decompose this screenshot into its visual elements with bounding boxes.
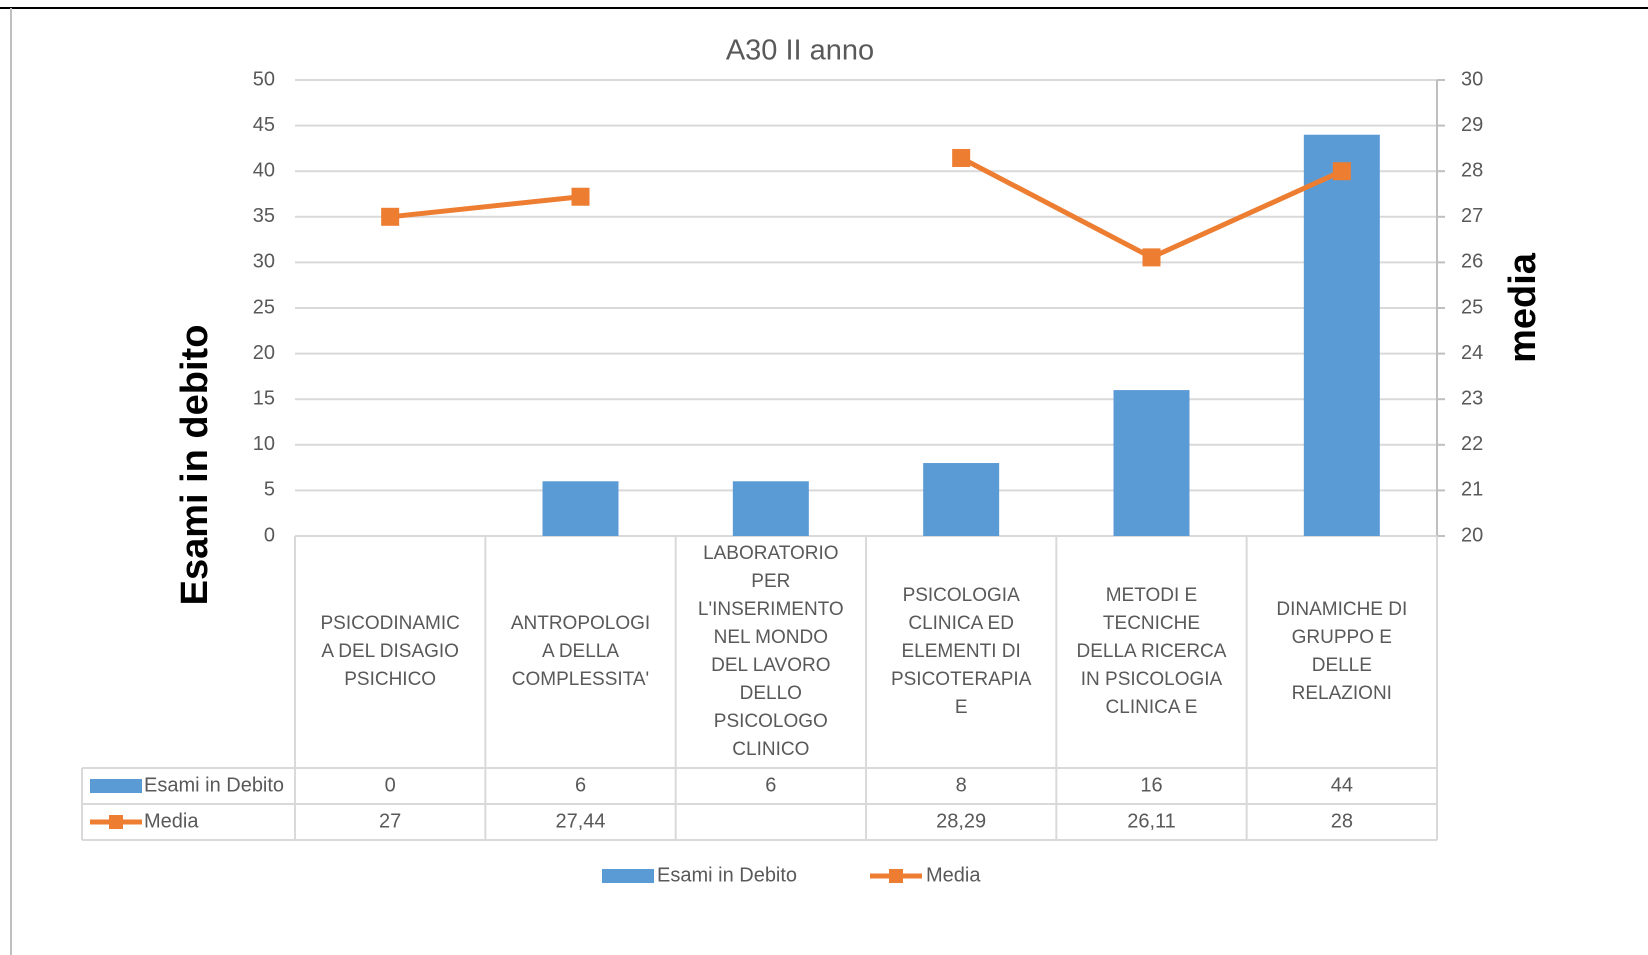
y-tick-label: 5 bbox=[264, 479, 275, 501]
y2-tick-label: 27 bbox=[1461, 205, 1483, 227]
y-tick-label: 15 bbox=[253, 387, 275, 409]
y2-tick-label: 29 bbox=[1461, 114, 1483, 136]
x-tick-label: LABORATORIO PER L'INSERIMENTO NEL MONDO … bbox=[697, 543, 844, 760]
table-cell: 6 bbox=[765, 774, 776, 796]
y-axis-title: Esami in debito bbox=[174, 325, 216, 606]
y-tick-label: 40 bbox=[253, 159, 275, 181]
legend-key-marker bbox=[889, 869, 903, 883]
table-key-swatch bbox=[90, 779, 142, 793]
y2-axis-title: media bbox=[1502, 252, 1544, 363]
bar bbox=[1303, 134, 1380, 536]
table-row-label: Media bbox=[144, 810, 199, 832]
legend-label: Media bbox=[926, 864, 981, 886]
y2-tick-label: 26 bbox=[1461, 251, 1483, 273]
x-tick-label: PSICODINAMICA DEL DISAGIO PSICHICO bbox=[320, 613, 460, 690]
y2-tick-label: 28 bbox=[1461, 159, 1483, 181]
table-cell: 0 bbox=[385, 774, 396, 796]
bar bbox=[542, 481, 619, 536]
y2-tick-label: 22 bbox=[1461, 433, 1483, 455]
y2-tick-label: 20 bbox=[1461, 524, 1483, 546]
table-cell: 16 bbox=[1140, 774, 1162, 796]
line-marker bbox=[952, 148, 971, 167]
x-tick-label: ANTROPOLOGIA DELLA COMPLESSITA' bbox=[510, 613, 651, 690]
x-tick-label: PSICOLOGIA CLINICA ED ELEMENTI DI PSICOT… bbox=[890, 585, 1032, 718]
y-tick-label: 35 bbox=[253, 205, 275, 227]
line-marker bbox=[381, 207, 400, 226]
y-tick-label: 10 bbox=[253, 433, 275, 455]
y2-tick-label: 23 bbox=[1461, 387, 1483, 409]
line bbox=[389, 155, 1343, 260]
x-tick-label: METODI E TECNICHE DELLA RICERCA IN PSICO… bbox=[1076, 585, 1227, 718]
y-tick-label: 0 bbox=[264, 524, 275, 546]
y-tick-label: 25 bbox=[253, 296, 275, 318]
y2-tick-label: 24 bbox=[1461, 342, 1483, 364]
line-marker bbox=[571, 187, 590, 206]
legend-label: Esami in Debito bbox=[657, 864, 797, 886]
table-cell: 44 bbox=[1331, 774, 1353, 796]
table-cell: 27 bbox=[379, 810, 401, 832]
legend-key-swatch bbox=[602, 869, 654, 883]
y-tick-label: 50 bbox=[253, 68, 275, 90]
bar bbox=[1113, 390, 1190, 536]
x-tick-label: DINAMICHE DI GRUPPO E DELLE RELAZIONI bbox=[1276, 599, 1408, 704]
table-cell: 26,11 bbox=[1127, 810, 1176, 832]
table-cell: 28 bbox=[1331, 810, 1353, 832]
y2-tick-label: 21 bbox=[1461, 479, 1483, 501]
bar bbox=[732, 481, 809, 536]
y2-tick-label: 25 bbox=[1461, 296, 1483, 318]
line-marker bbox=[1332, 162, 1351, 181]
line-marker bbox=[1142, 248, 1161, 267]
y-tick-label: 20 bbox=[253, 342, 275, 364]
table-key-marker bbox=[109, 815, 123, 829]
table-row-label: Esami in Debito bbox=[144, 774, 284, 796]
table-cell: 6 bbox=[575, 774, 586, 796]
y-tick-label: 45 bbox=[253, 114, 275, 136]
bar bbox=[923, 463, 1000, 536]
table-cell: 27,44 bbox=[555, 810, 605, 832]
table-cell: 28,29 bbox=[936, 810, 986, 832]
y-tick-label: 30 bbox=[253, 251, 275, 273]
chart-title: A30 II anno bbox=[726, 35, 874, 67]
y2-tick-label: 30 bbox=[1461, 68, 1483, 90]
table-cell: 8 bbox=[956, 774, 967, 796]
